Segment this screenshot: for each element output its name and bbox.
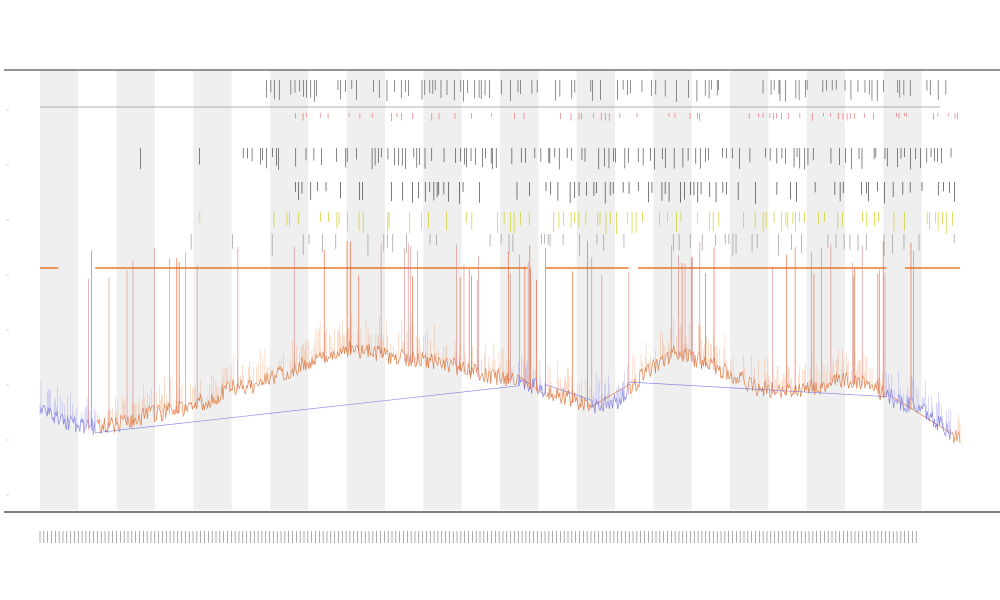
shaded-band <box>270 70 309 510</box>
shaded-band <box>730 70 769 510</box>
shaded-band <box>883 70 922 510</box>
shaded-band <box>423 70 462 510</box>
shaded-band <box>806 70 845 510</box>
shaded-band <box>576 70 615 510</box>
shaded-band <box>116 70 155 510</box>
shaded-band <box>653 70 692 510</box>
shaded-band <box>40 70 79 510</box>
signal-line-low <box>39 375 952 440</box>
shaded-band <box>346 70 385 510</box>
shaded-band <box>193 70 232 510</box>
